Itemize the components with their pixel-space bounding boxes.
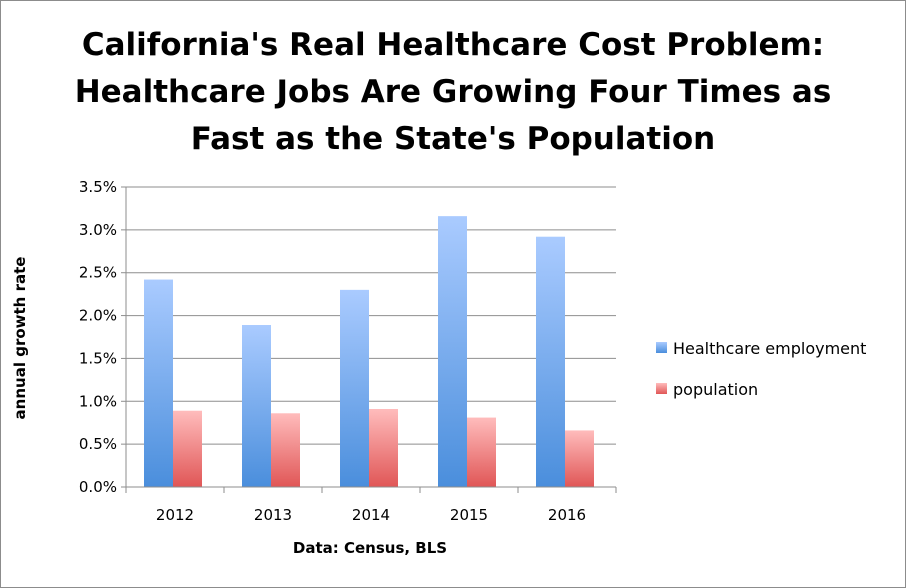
chart-title-line-3: Fast as the State's Population (190, 121, 716, 157)
bar-population-2015 (467, 417, 496, 487)
y-tick-labels: 0.0% 0.5% 1.0% 1.5% 2.0% 2.5% 3.0% 3.5% (79, 178, 117, 496)
y-tick-label: 1.0% (79, 392, 117, 410)
y-tick-label: 2.0% (79, 307, 117, 325)
y-tick-label: 2.5% (79, 264, 117, 282)
y-tick-label: 3.5% (79, 178, 117, 196)
legend-swatch-healthcare (656, 342, 667, 353)
x-tick-label-2013: 2013 (254, 506, 292, 524)
bar-healthcare-2014 (340, 289, 369, 487)
legend-label-population: population (673, 380, 758, 399)
legend-label-healthcare: Healthcare employment (673, 339, 866, 358)
legend: Healthcare employment population (656, 339, 866, 399)
y-tick-label: 1.5% (79, 349, 117, 367)
x-tick-label-2016: 2016 (548, 506, 586, 524)
bar-population-2012 (173, 410, 202, 487)
bar-healthcare-2016 (536, 236, 565, 487)
chart-title: California's Real Healthcare Cost Proble… (0, 22, 906, 163)
chart-title-line-2: Healthcare Jobs Are Growing Four Times a… (74, 74, 832, 110)
x-tick-label-2012: 2012 (156, 506, 194, 524)
bar-population-2013 (271, 413, 300, 487)
bar-healthcare-2012 (144, 279, 173, 487)
axes (125, 187, 617, 493)
bar-population-2016 (565, 430, 594, 487)
legend-swatch-population (656, 383, 667, 394)
bar-healthcare-2015 (438, 216, 467, 487)
bar-population-2014 (369, 409, 398, 487)
y-tick-label: 0.0% (79, 478, 117, 496)
y-axis-label: annual growth rate (11, 257, 29, 420)
y-tick-label: 0.5% (79, 435, 117, 453)
bar-healthcare-2013 (242, 325, 271, 487)
chart-title-line-1: California's Real Healthcare Cost Proble… (81, 27, 825, 63)
x-tick-label-2015: 2015 (450, 506, 488, 524)
y-tick-label: 3.0% (79, 221, 117, 239)
x-tick-label-2014: 2014 (352, 506, 390, 524)
x-axis-label: Data: Census, BLS (293, 539, 447, 557)
x-tick-labels: 2012 2013 2014 2015 2016 (156, 506, 586, 524)
bars (144, 216, 594, 487)
